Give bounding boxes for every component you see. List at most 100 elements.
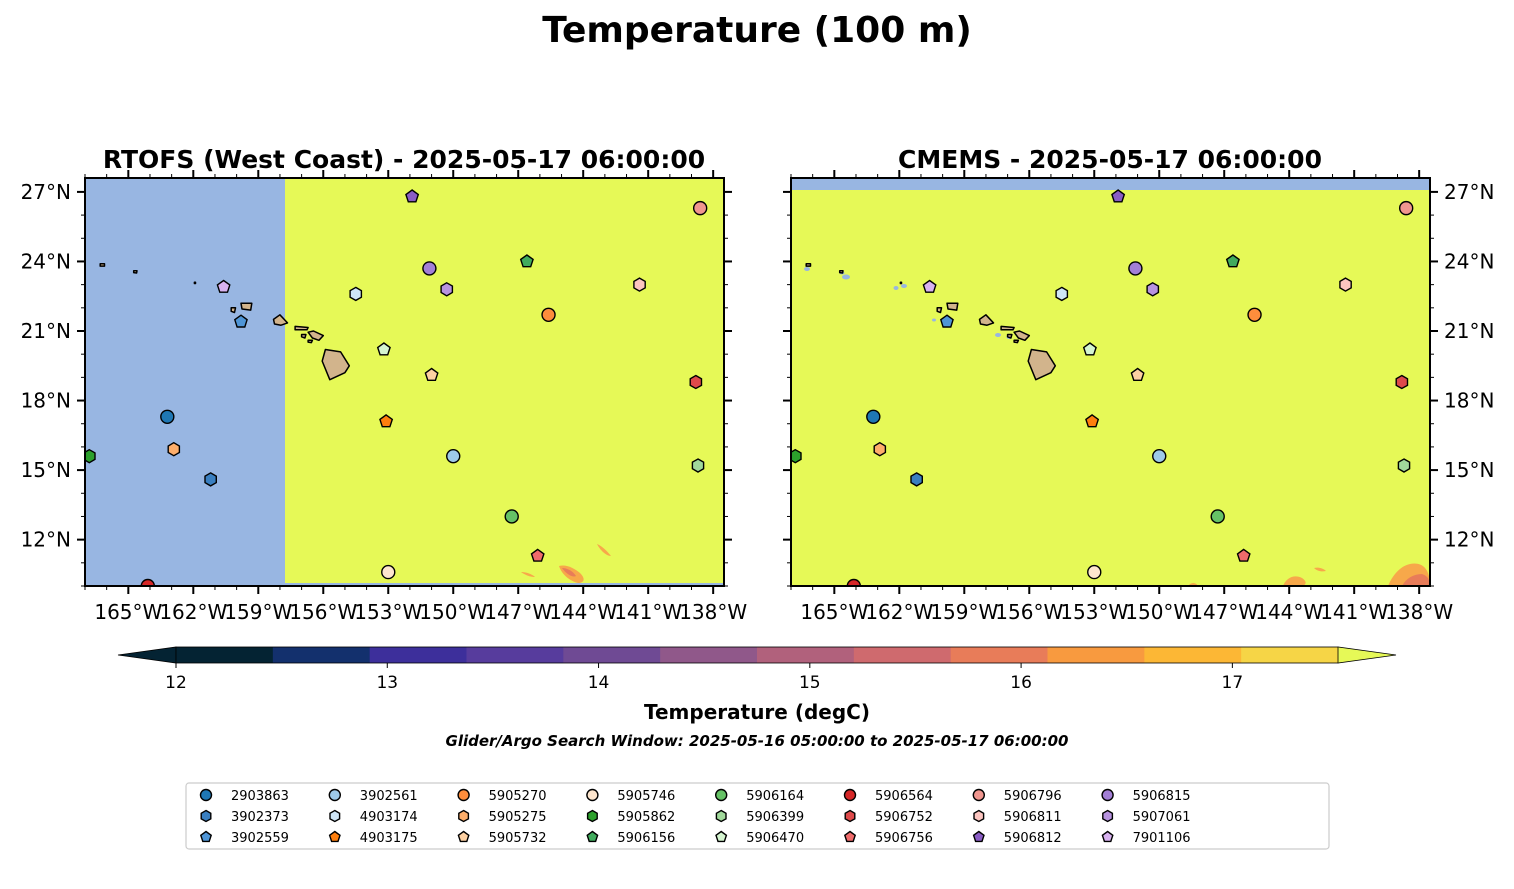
niihau-island: [230, 307, 237, 314]
legend-label: 5906164: [746, 789, 804, 804]
float-marker-5905732: [1130, 367, 1145, 381]
x-tick-label: 150°W: [419, 600, 487, 624]
marker-shape: [846, 578, 862, 586]
x-tick-label: 156°W: [995, 600, 1063, 624]
float-marker-3902559: [233, 314, 248, 328]
legend-item-5906756: 5906756: [843, 830, 933, 846]
y-tick-label: 24°N: [1444, 249, 1494, 273]
cool-patch: [1283, 576, 1306, 586]
y-tick-label: 12°N: [1444, 528, 1494, 552]
nodata-fleck: [893, 286, 899, 290]
y-tick-label: 27°N: [21, 180, 71, 204]
marker-shape: [140, 578, 156, 586]
kauai-island: [946, 302, 959, 311]
rtofs-nodata-area: [85, 178, 285, 586]
float-marker-5906752: [689, 374, 703, 390]
marker-shape: [1082, 342, 1097, 356]
legend-item-5906752: 5906752: [844, 809, 933, 825]
marker-shape: [873, 441, 887, 457]
legend-label: 5905270: [489, 789, 547, 804]
legend-item-5906815: 5906815: [1101, 788, 1191, 804]
float-marker-5905270: [541, 307, 556, 322]
legend-item-3902559: 3902559: [199, 830, 289, 846]
float-marker-4903175: [1085, 414, 1100, 428]
colorbar-segment: [176, 647, 274, 663]
legend-label: 5906756: [875, 831, 933, 846]
kahoolawe-island: [1013, 339, 1020, 344]
float-marker-3902559: [939, 314, 954, 328]
colorbar-segment: [757, 647, 855, 663]
float-marker-5905862: [791, 448, 802, 464]
y-tick-label: 12°N: [21, 528, 71, 552]
colorbar-segment: [466, 647, 564, 663]
cmems-nodata-strip: [791, 178, 1430, 190]
marker-shape: [689, 374, 703, 390]
float-marker-5905270: [1247, 307, 1262, 322]
colorbar-tick-label: 13: [376, 673, 398, 693]
marker-shape: [973, 809, 985, 823]
marker-shape: [939, 314, 954, 328]
marker-shape: [405, 189, 420, 203]
rtofs-cool-patches: [521, 544, 611, 583]
x-tick-label: 159°W: [930, 600, 998, 624]
float-marker-5906812: [405, 189, 420, 203]
y-tick-label: 24°N: [21, 249, 71, 273]
colorbar-segment: [369, 647, 467, 663]
legend-label: 4903174: [360, 810, 418, 825]
float-marker-4903174: [1055, 286, 1069, 302]
colorbar-tick-label: 12: [165, 673, 187, 693]
float-marker-5907061: [440, 281, 454, 297]
maui-island: [1013, 330, 1031, 342]
y-tick-label: 21°N: [21, 319, 71, 343]
cool-patch: [562, 568, 576, 577]
marker-shape: [922, 279, 937, 293]
marker-shape: [200, 809, 212, 823]
x-tick-label: 165°W: [94, 600, 162, 624]
float-marker-5906796: [1398, 200, 1414, 216]
float-marker-5906470: [1082, 342, 1097, 356]
marker-shape: [379, 414, 394, 428]
float-marker-5905275: [873, 441, 887, 457]
float-marker-5906815: [1128, 261, 1143, 276]
legend-label: 5906156: [617, 831, 675, 846]
cmems-axes: 165°W162°W159°W156°W153°W150°W147°W144°W…: [783, 170, 1494, 624]
marker-shape: [328, 830, 341, 843]
float-marker-5906564: [140, 578, 156, 586]
legend-box: [185, 782, 1330, 850]
nodata-fleck: [804, 267, 810, 271]
marker-shape: [1395, 374, 1409, 390]
legend-label: 5906812: [1004, 831, 1062, 846]
float-marker-5905275: [167, 441, 181, 457]
cmems-cool-patches: [1188, 563, 1430, 586]
y-tick-label: 21°N: [1444, 319, 1494, 343]
nodata-fleck: [842, 274, 850, 280]
float-marker-5906164: [504, 509, 519, 524]
marker-shape: [791, 448, 802, 464]
rtofs-map-frame: [84, 177, 725, 587]
marker-shape: [1247, 307, 1262, 322]
colorbar-segment: [660, 647, 758, 663]
legend-item-5906164: 5906164: [715, 788, 804, 804]
y-tick-label: 27°N: [1444, 180, 1494, 204]
marker-shape: [85, 448, 96, 464]
marker-shape: [843, 788, 857, 802]
marker-shape: [692, 200, 708, 216]
colorbar-segment: [950, 647, 1048, 663]
marker-shape: [446, 448, 461, 464]
marker-shape: [424, 367, 439, 381]
x-tick-label: 162°W: [159, 600, 227, 624]
cool-patch: [1314, 567, 1326, 572]
float-marker-7901106: [216, 279, 231, 293]
nihoa-island: [193, 281, 197, 285]
float-marker-4903174: [349, 286, 363, 302]
cmems-land: [805, 263, 1057, 381]
float-marker-5906156: [1225, 254, 1240, 268]
float-marker-5906796: [692, 200, 708, 216]
float-marker-5906156: [519, 254, 534, 268]
x-tick-label: 156°W: [289, 600, 357, 624]
marker-shape: [167, 441, 181, 457]
legend-label: 5905746: [617, 789, 675, 804]
y-tick-label: 18°N: [1444, 389, 1494, 413]
y-tick-label: 15°N: [1444, 458, 1494, 482]
